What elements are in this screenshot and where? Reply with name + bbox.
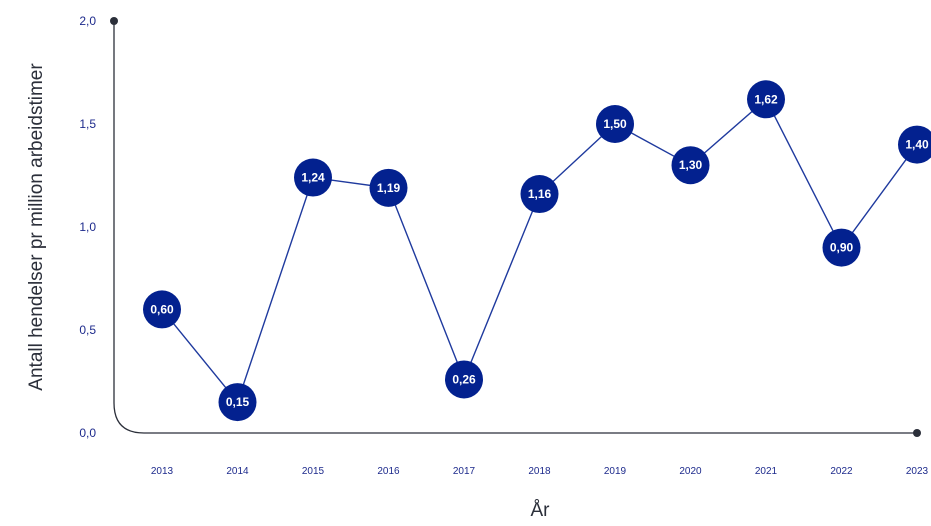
y-axis-label: Antall hendelser pr million arbeidstimer <box>26 63 47 391</box>
data-point-marker <box>671 146 710 185</box>
x-tick-label: 2022 <box>830 466 853 477</box>
y-tick-label: 0,0 <box>79 426 96 440</box>
y-tick-label: 1,5 <box>79 117 96 131</box>
data-label: 1,30 <box>679 158 703 172</box>
x-tick-label: 2023 <box>906 466 929 477</box>
y-tick-label: 0,5 <box>79 323 96 337</box>
axis-frame <box>113 21 917 434</box>
data-label: 1,19 <box>377 181 401 195</box>
data-point-marker <box>294 158 332 197</box>
data-point: 0,26 <box>445 360 483 399</box>
series-line <box>161 98 918 404</box>
data-label: 1,62 <box>754 92 778 106</box>
data-label: 0,60 <box>150 302 174 316</box>
data-point: 1,24 <box>294 158 332 197</box>
data-point: 0,15 <box>218 383 257 422</box>
x-axis-ticks: 2013 2014 2015 2016 2017 2018 2019 2020 2021 2022… <box>151 466 929 477</box>
data-point: 0,90 <box>822 228 861 267</box>
x-tick-label: 2015 <box>302 466 325 477</box>
x-tick-label: 2019 <box>604 466 627 477</box>
data-label: 1,24 <box>301 171 325 185</box>
data-label: 1,40 <box>905 138 929 152</box>
data-point-marker <box>747 80 785 119</box>
data-point: 1,40 <box>898 125 931 164</box>
data-label: 0,90 <box>830 241 854 255</box>
data-point-marker <box>445 360 483 399</box>
x-tick-label: 2017 <box>453 466 476 477</box>
y-tick-label: 1,0 <box>79 220 96 234</box>
y-axis-end-dot <box>110 17 118 25</box>
data-point-marker <box>596 105 634 143</box>
data-point: 1,62 <box>747 80 785 119</box>
data-point-marker <box>143 290 181 329</box>
y-tick-label: 2,0 <box>79 14 96 28</box>
data-point-marker <box>822 228 861 267</box>
data-point-marker <box>369 168 408 207</box>
data-point: 1,50 <box>596 105 634 143</box>
data-point-marker <box>898 125 931 164</box>
data-point: 1,16 <box>520 175 559 214</box>
x-axis-label: År <box>531 500 551 521</box>
data-label: 0,26 <box>452 372 476 386</box>
data-point-marker <box>520 175 559 214</box>
data-label: 0,15 <box>226 395 250 409</box>
x-tick-label: 2016 <box>377 466 400 477</box>
data-point: 1,30 <box>671 146 710 185</box>
data-point: 0,60 <box>143 290 181 329</box>
data-label: 1,16 <box>528 187 552 201</box>
x-tick-label: 2018 <box>528 466 551 477</box>
y-axis-ticks: 0,0 0,5 1,0 1,5 2,0 <box>79 14 96 440</box>
x-axis-end-dot <box>913 429 921 437</box>
x-tick-label: 2014 <box>226 466 249 477</box>
data-point-marker <box>218 383 257 422</box>
data-point: 1,19 <box>369 168 408 207</box>
x-tick-label: 2021 <box>755 466 778 477</box>
x-tick-label: 2013 <box>151 466 174 477</box>
x-tick-label: 2020 <box>679 466 702 477</box>
data-label: 1,50 <box>603 117 627 131</box>
data-points: 0,60 0,15 1,24 1,19 0,26 1,16 1,50 1,30 1,62 0,90… <box>143 80 931 422</box>
